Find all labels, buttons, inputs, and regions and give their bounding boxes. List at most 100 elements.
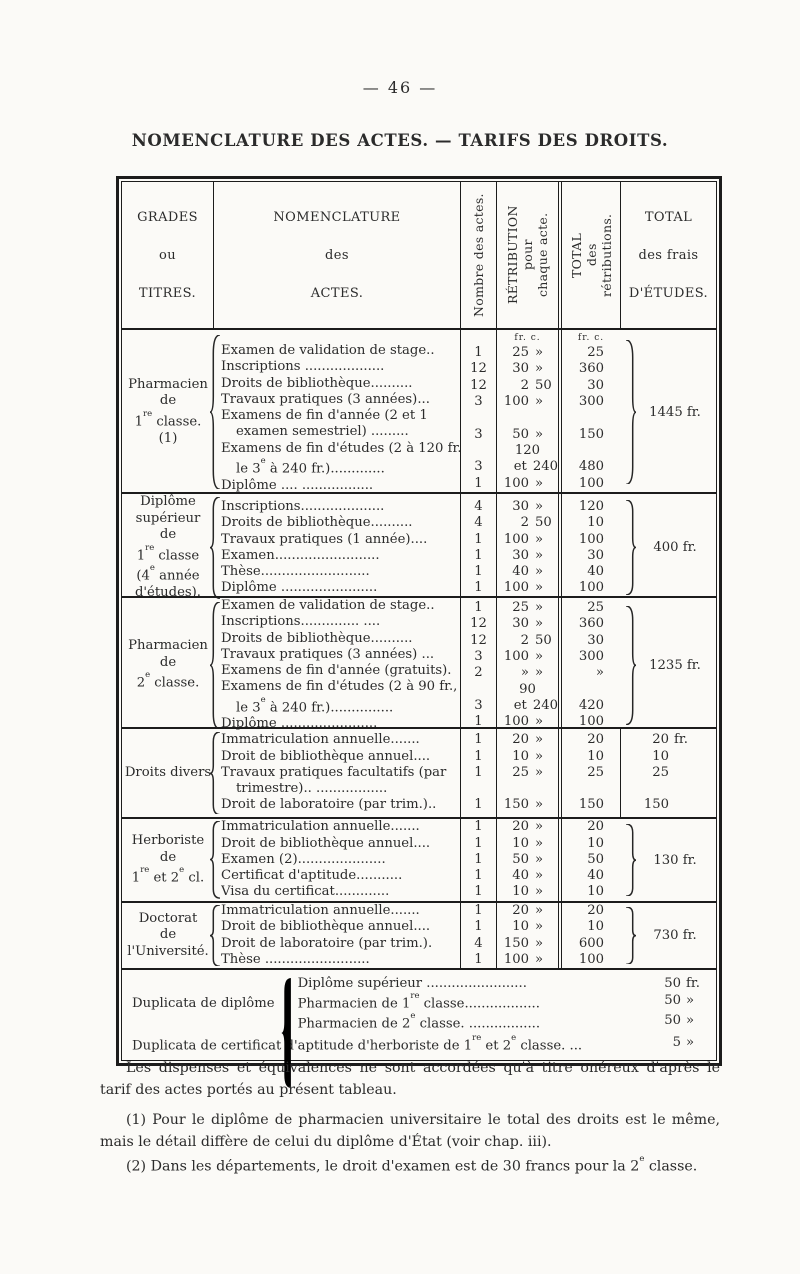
total-value: 150 [562, 797, 620, 813]
act-label: Immatriculation annuelle....... [221, 903, 460, 919]
act-label: trimestre).. ................. [221, 781, 460, 797]
nombre-block: 4 [461, 515, 496, 531]
nombre-block: 1 [461, 548, 496, 564]
nombre-block: 1 [461, 797, 496, 813]
nombre-block: 1 [461, 564, 496, 580]
superscript: e [511, 1034, 516, 1043]
total-value: 25 [562, 345, 620, 361]
header-line: pour [520, 182, 535, 328]
nombre-block: 3 [461, 394, 496, 410]
retribution-value: 250 [497, 515, 558, 531]
total-value: 10 [562, 836, 620, 852]
act-label: Droits de bibliothèque.......... [221, 631, 460, 647]
frais-value: 20fr. [621, 732, 716, 748]
nombre-block: 1 [461, 732, 496, 748]
total-block: 10 [562, 749, 620, 765]
nombre-value: 3 [461, 698, 496, 714]
retribution-block: 20» [497, 903, 558, 919]
nombre-block: 4 [461, 936, 496, 952]
nombre-value: 4 [461, 515, 496, 531]
nombre-value: 1 [461, 797, 496, 813]
francs: 25 [497, 765, 529, 781]
nombre-value: 1 [461, 903, 496, 919]
total-value: 120 [562, 499, 620, 515]
total-block: 30 [562, 378, 620, 394]
unit-suffix: » [686, 1012, 708, 1032]
retribution-value: 25» [497, 600, 558, 616]
nombre-block: 1 [461, 903, 496, 919]
header-retribution-text: RÉTRIBUTIONpourchaque acte. [505, 182, 550, 328]
total-value: 40 [562, 868, 620, 884]
nombre-value: 3 [461, 394, 496, 410]
superscript: re [143, 409, 152, 419]
centimes: » [535, 836, 543, 852]
total-block: 10 [562, 836, 620, 852]
nombre-value: 1 [461, 852, 496, 868]
act-label: Examen de validation de stage.. [221, 343, 460, 359]
duplicata-item-value: 50» [652, 1012, 708, 1032]
francs: 20 [497, 819, 529, 835]
retribution-block: 40» [497, 564, 558, 580]
retribution-value: 25» [497, 765, 558, 781]
retribution-value: et240 [497, 698, 558, 714]
francs: 30 [497, 616, 529, 632]
retribution-block: 10» [497, 749, 558, 765]
centimes: » [535, 884, 543, 900]
francs: 40 [497, 868, 529, 884]
act-label: Examens de fin d'études (2 à 90 fr., [221, 679, 460, 695]
total-block: 20 [562, 819, 620, 835]
francs: et [497, 459, 527, 475]
act-label: Travaux pratiques (1 année).... [221, 532, 460, 548]
retribution-value: »» [497, 665, 558, 681]
superscript: e [145, 670, 150, 680]
nombre-value: 4 [461, 499, 496, 515]
act-label: Thèse ......................... [221, 952, 460, 968]
total-value: 10 [562, 749, 620, 765]
francs: 100 [497, 952, 529, 968]
nombre-block: 1 [461, 345, 496, 361]
nombre-cell: 441111 [460, 494, 496, 602]
total-value: 10 [562, 919, 620, 935]
header-nomenclature: NOMENCLATUREdesACTES. [214, 182, 460, 328]
grade-line: Herboriste [122, 833, 214, 850]
retribution-value: 100» [497, 532, 558, 548]
retribution-block: 100» [497, 532, 558, 548]
header-line: des [214, 248, 460, 263]
act-label: Droit de laboratoire (par trim.). [221, 936, 460, 952]
nombre-block: 12 [461, 378, 496, 394]
duplicata-section: Duplicata de diplômeDiplôme supérieur ..… [122, 968, 716, 1060]
header-total-retributions: TOTALdesrétributions. [558, 182, 620, 328]
footnote-2: (1) Pour le diplôme de pharmacien univer… [100, 1110, 720, 1153]
retribution-value: 30» [497, 499, 558, 515]
retribution-block: 40» [497, 868, 558, 884]
francs: 2 [497, 378, 529, 394]
nombre-block: 1 [461, 952, 496, 968]
act-label: Examens de fin d'études (2 à 120 fr., [221, 441, 460, 457]
retribution-cell: fr. c.25»30»250100»50»120et240100» [496, 330, 558, 494]
total-block: 10 [562, 515, 620, 531]
retribution-block: 25» [497, 765, 558, 798]
total-value: 50 [562, 852, 620, 868]
nombre-block: 1 [461, 532, 496, 548]
duplicata-item-value: 50fr. [652, 975, 708, 992]
total-value: 25 [562, 600, 620, 616]
total-value: » [562, 665, 620, 681]
retribution-block: 100» [497, 649, 558, 665]
total-value: 300 [562, 649, 620, 665]
retribution-value: 40» [497, 564, 558, 580]
duplicata-item-label: Pharmacien de 1re classe................… [292, 992, 652, 1012]
total-frais-cell: 730 fr. [620, 903, 716, 968]
retribution-block: 100» [497, 952, 558, 968]
superscript: re [140, 865, 149, 875]
retribution-value: 100» [497, 476, 558, 492]
nombre-value: 12 [461, 378, 496, 394]
retribution-value: 10» [497, 919, 558, 935]
retribution-value: 250 [497, 378, 558, 394]
retribution-value: 20» [497, 819, 558, 835]
francs: 20 [497, 732, 529, 748]
retribution-value: 30» [497, 548, 558, 564]
nomenclature-cell: Immatriculation annuelle.......Droit de … [214, 819, 460, 901]
frais-block: 10 [621, 749, 716, 765]
grade-line: de [122, 655, 214, 672]
retribution-block: 30» [497, 499, 558, 515]
